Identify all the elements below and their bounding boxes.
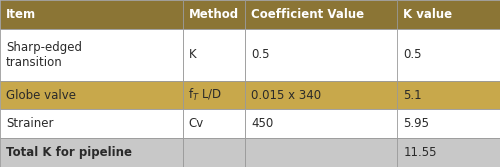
Bar bbox=[182, 138, 245, 167]
Bar bbox=[182, 29, 245, 81]
Text: Sharp-edged
transition: Sharp-edged transition bbox=[6, 41, 82, 69]
Bar bbox=[0, 0, 182, 29]
Bar bbox=[245, 81, 398, 109]
Bar bbox=[245, 138, 398, 167]
Bar bbox=[398, 109, 500, 138]
Bar bbox=[0, 109, 182, 138]
Text: 5.1: 5.1 bbox=[404, 89, 422, 102]
Text: K value: K value bbox=[404, 8, 452, 21]
Text: 11.55: 11.55 bbox=[404, 146, 437, 159]
Bar bbox=[245, 109, 398, 138]
Text: Method: Method bbox=[188, 8, 238, 21]
Bar bbox=[182, 0, 245, 29]
Bar bbox=[398, 81, 500, 109]
Text: Globe valve: Globe valve bbox=[6, 89, 76, 102]
Text: 0.5: 0.5 bbox=[251, 48, 270, 61]
Bar bbox=[0, 81, 182, 109]
Text: Total K for pipeline: Total K for pipeline bbox=[6, 146, 132, 159]
Bar bbox=[0, 138, 182, 167]
Bar bbox=[182, 81, 245, 109]
Text: f$_T$ L/D: f$_T$ L/D bbox=[188, 87, 222, 103]
Bar bbox=[182, 109, 245, 138]
Text: Strainer: Strainer bbox=[6, 117, 54, 130]
Text: K: K bbox=[188, 48, 196, 61]
Text: 5.95: 5.95 bbox=[404, 117, 429, 130]
Text: Coefficient Value: Coefficient Value bbox=[251, 8, 364, 21]
Text: Cv: Cv bbox=[188, 117, 204, 130]
Bar bbox=[398, 29, 500, 81]
Bar bbox=[398, 0, 500, 29]
Bar bbox=[398, 138, 500, 167]
Bar bbox=[245, 29, 398, 81]
Bar bbox=[0, 29, 182, 81]
Text: 0.5: 0.5 bbox=[404, 48, 422, 61]
Text: Item: Item bbox=[6, 8, 36, 21]
Text: 450: 450 bbox=[251, 117, 273, 130]
Bar bbox=[245, 0, 398, 29]
Text: 0.015 x 340: 0.015 x 340 bbox=[251, 89, 321, 102]
